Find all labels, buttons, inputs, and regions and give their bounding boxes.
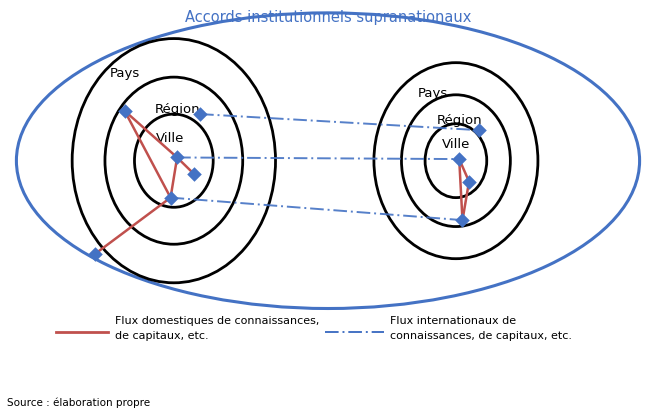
Text: Flux internationaux de: Flux internationaux de xyxy=(390,316,516,326)
Text: Pays: Pays xyxy=(110,68,140,80)
Text: Région: Région xyxy=(154,103,200,116)
Point xyxy=(474,127,484,133)
Point xyxy=(165,194,176,201)
Point xyxy=(464,178,474,185)
Point xyxy=(90,250,100,257)
Text: Ville: Ville xyxy=(441,138,470,151)
Text: connaissances, de capitaux, etc.: connaissances, de capitaux, etc. xyxy=(390,331,572,341)
Text: Ville: Ville xyxy=(156,132,185,145)
Point xyxy=(457,217,468,223)
Text: Accords institutionnels supranationaux: Accords institutionnels supranationaux xyxy=(185,10,471,25)
Text: de capitaux, etc.: de capitaux, etc. xyxy=(115,331,209,341)
Text: Source : élaboration propre: Source : élaboration propre xyxy=(7,398,150,408)
Point xyxy=(454,156,464,162)
Text: Région: Région xyxy=(436,114,482,127)
Point xyxy=(119,108,130,114)
Text: Pays: Pays xyxy=(418,87,448,100)
Point xyxy=(172,154,182,161)
Point xyxy=(195,111,205,117)
Text: Flux domestiques de connaissances,: Flux domestiques de connaissances, xyxy=(115,316,319,326)
Point xyxy=(188,170,199,177)
